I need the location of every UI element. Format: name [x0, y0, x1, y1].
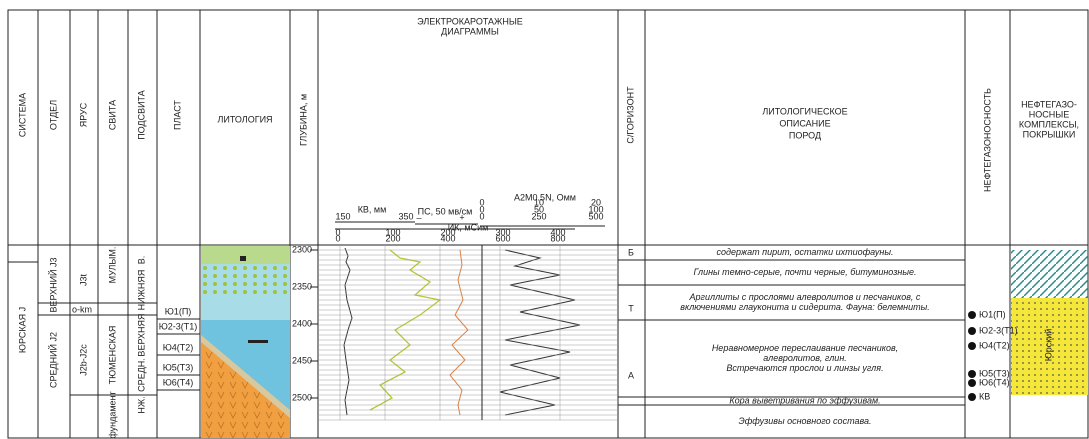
strat-label: НЖ.	[136, 396, 146, 413]
depth-label: 2450	[292, 355, 312, 365]
depth-label: 2400	[292, 318, 312, 328]
strat-label: НИЖНЯЯ	[136, 270, 146, 311]
scale-tick: +	[459, 212, 464, 222]
oil-label: Ю2-3(Т1)	[979, 325, 1018, 335]
scale-tick: 350	[398, 211, 413, 221]
oil-label: КВ	[979, 391, 990, 401]
logs-title: ЭЛЕКТРОКАРОТАЖНЫЕ	[417, 16, 523, 26]
scale-tick: 200	[385, 233, 400, 243]
column-header: НЕФТЕГАЗО-	[1021, 99, 1077, 109]
oil-marker	[968, 311, 976, 319]
strat-label: ТЮМЕНСКАЯ	[107, 326, 117, 385]
scale-tick: –	[416, 212, 421, 222]
oil-marker	[968, 327, 976, 335]
plast-label: Ю5(Т3)	[163, 362, 194, 372]
column-header: ПЛАСТ	[172, 100, 182, 130]
description: Неравномерное переслаивание песчаников,	[712, 343, 898, 353]
log-curves	[318, 245, 618, 420]
scale-tick: 600	[495, 233, 510, 243]
oil-marker	[968, 393, 976, 401]
column-header: СИСТЕМА	[17, 93, 27, 137]
column-header: ПОРОД	[789, 130, 821, 140]
plast-label: Ю6(Т4)	[163, 377, 194, 387]
plast-label: Ю4(Т2)	[163, 342, 194, 352]
description: Аргиллиты с прослоями алевролитов и песч…	[689, 292, 921, 302]
seal-hatch	[1011, 250, 1088, 298]
strat-label: фундамент	[107, 391, 117, 438]
depth-label: 2500	[292, 392, 312, 402]
scale-tick: 400	[440, 233, 455, 243]
column-header: ЛИТОЛОГИЧЕСКОЕ	[762, 106, 847, 116]
strat-label: J2b-J2c	[78, 344, 88, 376]
strat-label: МУЛЫМ.	[107, 247, 117, 284]
column-header: НОСНЫЕ	[1029, 109, 1069, 119]
column-header: КОМПЛЕКСЫ,	[1019, 119, 1079, 129]
column-header: ЯРУС	[78, 102, 88, 127]
column-header: ОТДЕЛ	[48, 100, 58, 130]
description: включениями глауконита и сидерита. Фауна…	[680, 302, 929, 312]
column-header: НЕФТЕГАЗОНОСНОСТЬ	[982, 88, 992, 192]
scale-name: КВ, мм	[358, 204, 387, 214]
geologic-column: СИСТЕМА ОТДЕЛ ЯРУС СВИТА ПОДСВИТА ПЛАСТ ЛИТОЛО…	[0, 0, 1089, 439]
description: Встречаются прослои и линзы угля.	[726, 363, 883, 373]
description: содержат пирит, остатки ихтиофауны.	[717, 247, 894, 257]
description: алевролитов, глин.	[763, 353, 847, 363]
oil-label: Ю6(Т4)	[979, 377, 1010, 387]
strat-label: ВЕРХНЯЯ	[136, 313, 146, 356]
scale-tick: 150	[335, 211, 350, 221]
strat-label: ВЕРХНИЙ J3	[47, 257, 58, 312]
strat-label: СРЕДН.	[136, 358, 146, 392]
strat-label: СРЕДНИЙ J2	[47, 332, 58, 388]
column-header: ПОКРЫШКИ	[1023, 129, 1076, 139]
scale-tick: 0	[335, 233, 340, 243]
column-header: ЛИТОЛОГИЯ	[217, 114, 272, 124]
plast-label: Ю1(П)	[165, 306, 192, 316]
oil-label: Ю4(Т2)	[979, 340, 1010, 350]
horizon-label: Б	[628, 247, 634, 257]
scale-tick: 250	[531, 211, 546, 221]
column-header: ПОДСВИТА	[136, 90, 146, 140]
horizon-label: А	[628, 370, 634, 380]
oil-label: Ю1(П)	[979, 309, 1006, 319]
strat-label: В.	[136, 256, 146, 265]
scale-tick: 800	[550, 233, 565, 243]
grid	[8, 10, 1088, 438]
horizon-label: Т	[628, 303, 634, 313]
lithology-column	[201, 246, 290, 438]
scale-tick: 500	[588, 211, 603, 221]
description: Глины темно-серые, почти черные, битумин…	[694, 267, 917, 277]
plast-label: Ю2-3(Т1)	[159, 321, 198, 331]
oil-marker	[968, 342, 976, 350]
column-header: ГЛУБИНА, м	[298, 94, 308, 146]
complex-label: Юрский	[1043, 329, 1053, 362]
column-header: ОПИСАНИЕ	[779, 118, 830, 128]
description: Кора выветривания по эффузивам.	[729, 395, 880, 405]
scale-tick: 0	[479, 211, 484, 221]
depth-label: 2300	[292, 244, 312, 254]
description: Эффузивы основного состава.	[739, 416, 872, 426]
column-header: С/ГОРИЗОНТ	[625, 86, 635, 144]
column-header: СВИТА	[107, 100, 117, 130]
scale-name: A2M0.5N, Омм	[514, 192, 576, 202]
strat-label: ЮРСКАЯ J	[17, 307, 27, 353]
strat-label: J3t	[78, 274, 88, 287]
oil-marker	[968, 370, 976, 378]
depth-label: 2350	[292, 281, 312, 291]
oil-marker	[968, 379, 976, 387]
strat-label: o-km	[72, 304, 92, 314]
logs-title: ДИАГРАММЫ	[441, 26, 499, 36]
